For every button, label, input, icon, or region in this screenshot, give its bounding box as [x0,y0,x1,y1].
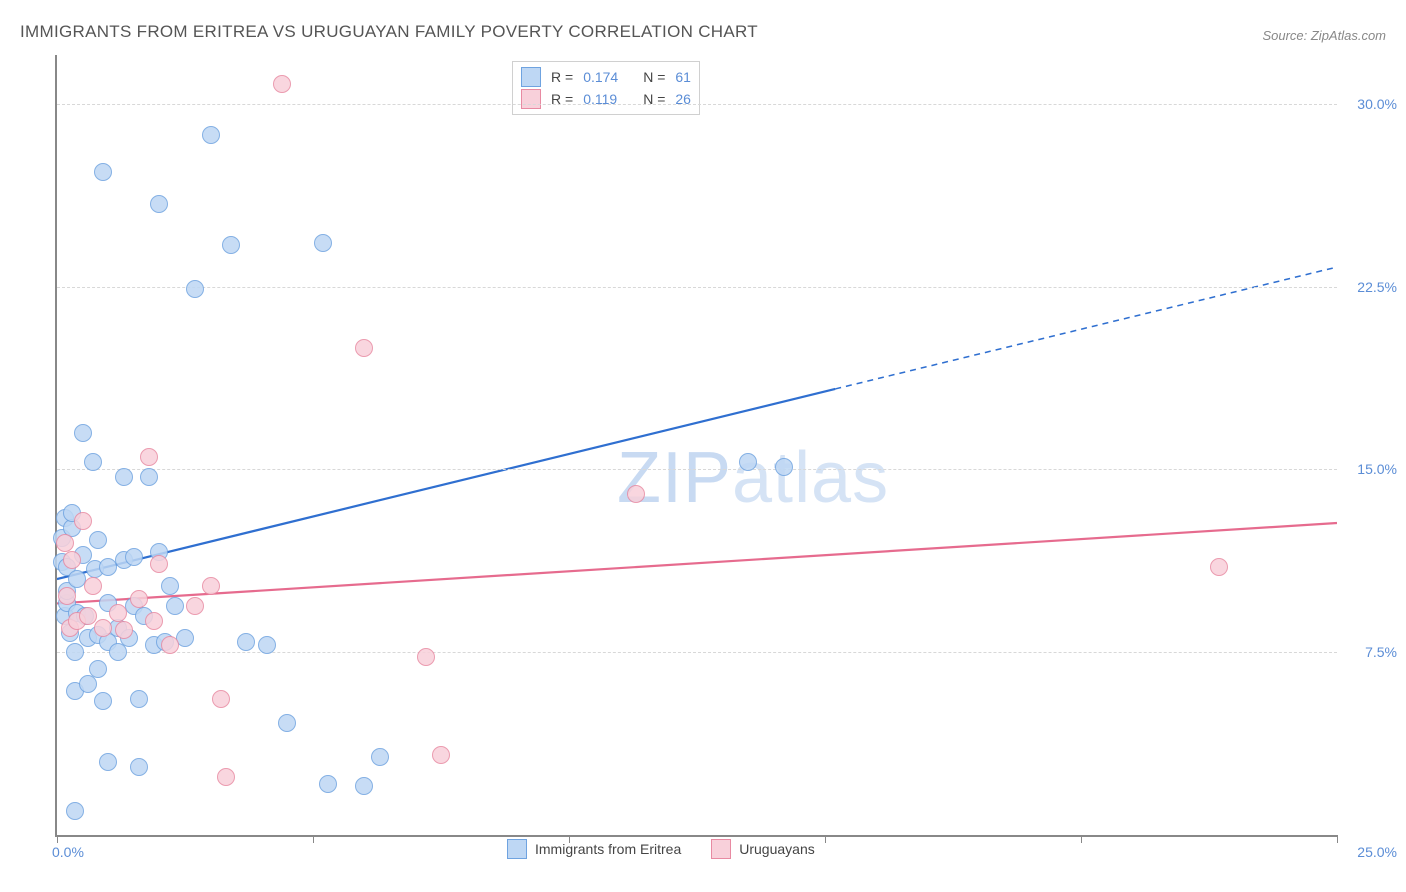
x-axis-max-label: 25.0% [1357,844,1397,860]
scatter-point [145,612,163,630]
legend-series-item: Uruguayans [711,839,815,859]
scatter-point [371,748,389,766]
legend-swatch [507,839,527,859]
scatter-point [125,548,143,566]
scatter-point [186,280,204,298]
scatter-point [99,753,117,771]
gridline-h [57,469,1337,470]
scatter-point [89,531,107,549]
r-value: 0.174 [583,69,627,85]
scatter-point [150,195,168,213]
scatter-point [94,163,112,181]
scatter-point [186,597,204,615]
scatter-point [63,551,81,569]
scatter-point [115,468,133,486]
scatter-point [166,597,184,615]
scatter-point [79,607,97,625]
scatter-point [140,448,158,466]
scatter-point [739,453,757,471]
x-axis-min-label: 0.0% [52,844,84,860]
scatter-point [161,577,179,595]
x-tick-mark [57,835,58,843]
y-tick-label: 22.5% [1357,279,1397,295]
legend-series-label: Uruguayans [739,841,815,857]
scatter-point [84,453,102,471]
legend-swatch [521,89,541,109]
scatter-point [273,75,291,93]
trend-line-solid [57,523,1337,603]
series-legend: Immigrants from Eritrea Uruguayans [507,839,815,859]
gridline-h [57,652,1337,653]
watermark-text: ZIPatlas [617,437,889,519]
watermark-light: atlas [732,438,889,518]
x-tick-mark [569,835,570,843]
legend-stat-row: R = 0.174 N = 61 [521,66,691,88]
scatter-point [627,485,645,503]
chart-plot-area: ZIPatlas R =0.174N =61R =0.119N =26 0.0%… [55,55,1337,837]
scatter-point [417,648,435,666]
scatter-point [237,633,255,651]
scatter-point [212,690,230,708]
scatter-point [150,555,168,573]
scatter-point [217,768,235,786]
scatter-point [432,746,450,764]
scatter-point [130,758,148,776]
scatter-point [74,424,92,442]
scatter-point [278,714,296,732]
watermark-bold: ZIP [617,438,732,518]
gridline-h [57,104,1337,105]
scatter-point [314,234,332,252]
scatter-point [115,621,133,639]
scatter-point [355,339,373,357]
r-label: R = [551,69,573,85]
trend-lines-svg [57,55,1337,835]
scatter-point [319,775,337,793]
chart-title: IMMIGRANTS FROM ERITREA VS URUGUAYAN FAM… [20,22,758,42]
n-value: 61 [675,69,691,85]
scatter-point [58,587,76,605]
scatter-point [202,126,220,144]
scatter-point [775,458,793,476]
legend-swatch [711,839,731,859]
scatter-point [1210,558,1228,576]
x-tick-mark [1081,835,1082,843]
legend-series-item: Immigrants from Eritrea [507,839,681,859]
legend-stat-row: R =0.119N =26 [521,88,691,110]
correlation-legend: R = 0.174 N = 61 R =0.119N =26 [512,61,700,115]
gridline-h [57,287,1337,288]
scatter-point [89,660,107,678]
trend-line-dashed [835,267,1337,389]
scatter-point [202,577,220,595]
trend-line-solid [57,389,835,579]
source-label: Source: ZipAtlas.com [1262,28,1386,43]
y-tick-label: 15.0% [1357,461,1397,477]
x-tick-mark [825,835,826,843]
x-tick-mark [1337,835,1338,843]
scatter-point [66,802,84,820]
scatter-point [130,590,148,608]
scatter-point [140,468,158,486]
scatter-point [258,636,276,654]
scatter-point [355,777,373,795]
scatter-point [109,604,127,622]
scatter-point [94,619,112,637]
legend-series-label: Immigrants from Eritrea [535,841,681,857]
scatter-point [74,512,92,530]
scatter-point [130,690,148,708]
n-label: N = [643,69,665,85]
scatter-point [84,577,102,595]
scatter-point [56,534,74,552]
x-tick-mark [313,835,314,843]
scatter-point [222,236,240,254]
scatter-point [161,636,179,654]
scatter-point [94,692,112,710]
scatter-point [66,643,84,661]
legend-swatch [521,67,541,87]
scatter-point [176,629,194,647]
y-tick-label: 7.5% [1365,644,1397,660]
y-tick-label: 30.0% [1357,96,1397,112]
